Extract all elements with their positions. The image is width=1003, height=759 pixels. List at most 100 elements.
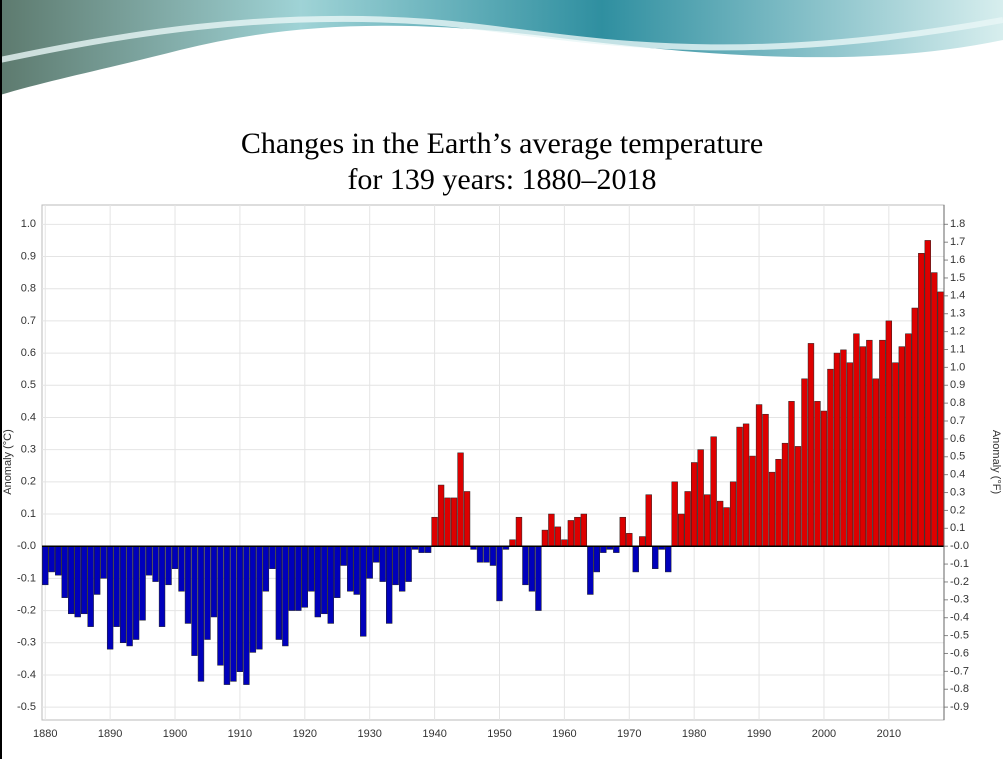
y2-tick-label: -0.8: [950, 683, 969, 695]
bar: [230, 545, 237, 682]
x-tick-label: 1930: [357, 728, 381, 740]
y-tick-label: -0.5: [17, 701, 36, 713]
bar: [81, 545, 88, 615]
y-tick-label: 0.8: [21, 283, 36, 295]
bar: [457, 452, 464, 547]
bar: [794, 446, 802, 547]
bar: [334, 545, 341, 598]
bar: [697, 449, 704, 547]
x-tick-label: 1910: [228, 728, 252, 740]
bar: [561, 539, 568, 547]
x-tick-label: 1900: [163, 728, 187, 740]
bar: [846, 362, 854, 547]
bar: [48, 545, 55, 573]
bar: [567, 520, 575, 547]
y-tick-label: -0.3: [17, 637, 36, 649]
bar: [762, 413, 769, 547]
bar: [729, 481, 737, 547]
x-tick-label: 1950: [487, 728, 511, 740]
bar: [152, 545, 159, 582]
y-tick-label: -0.4: [17, 669, 36, 681]
bar: [87, 545, 94, 627]
bar: [132, 545, 140, 640]
bar: [820, 410, 828, 547]
x-tick-label: 1960: [552, 728, 576, 740]
bar: [444, 497, 451, 547]
bar: [321, 545, 328, 615]
bar: [587, 545, 594, 595]
bar: [249, 545, 257, 653]
bar: [535, 545, 542, 611]
bar: [165, 545, 172, 586]
bar: [639, 536, 646, 547]
bar: [308, 545, 315, 592]
y2-tick-label: -0.7: [950, 665, 969, 677]
bar: [405, 545, 412, 582]
x-tick-label: 1940: [422, 728, 446, 740]
bar: [353, 545, 360, 595]
bar: [340, 545, 347, 566]
y2-tick-label: 1.5: [950, 272, 965, 284]
y2-tick-label: -0.3: [950, 594, 969, 606]
bar: [158, 545, 166, 627]
y2-tick-label: -0.4: [950, 612, 969, 624]
bar: [723, 507, 730, 547]
bar: [489, 545, 497, 566]
bar: [191, 545, 198, 656]
bar: [924, 240, 931, 547]
bar: [347, 545, 354, 592]
bar: [872, 378, 880, 547]
bar: [788, 401, 795, 547]
bar: [126, 545, 133, 647]
banner-swoosh: [0, 15, 1003, 63]
y2-tick-label: 0.8: [950, 397, 965, 409]
bar: [710, 436, 717, 547]
bar: [236, 545, 244, 672]
bar: [178, 545, 185, 592]
y-tick-label: 0.4: [21, 411, 36, 423]
bar: [736, 426, 743, 547]
y2-tick-label: 1.8: [950, 218, 965, 230]
bar: [223, 545, 231, 685]
x-tick-label: 2000: [812, 728, 836, 740]
y-axis-title: Anomaly (°C): [2, 429, 14, 495]
bar: [386, 545, 393, 624]
x-tick-label: 2010: [877, 728, 901, 740]
bar: [645, 494, 652, 547]
y-tick-label: 0.9: [21, 250, 36, 262]
y2-tick-label: 0.4: [950, 469, 965, 481]
y2-tick-label: 0.6: [950, 433, 965, 445]
bar: [814, 401, 821, 547]
bar: [398, 545, 406, 592]
bar: [918, 253, 925, 547]
bar: [801, 378, 808, 547]
bar: [373, 545, 380, 563]
y2-tick-label: -0.2: [950, 576, 969, 588]
bar: [463, 491, 471, 547]
bar: [256, 545, 263, 650]
bar: [742, 423, 750, 547]
bar: [139, 545, 146, 621]
bar: [866, 339, 873, 547]
bar: [574, 516, 581, 547]
bar: [879, 339, 886, 547]
bar: [93, 545, 101, 595]
bar: [911, 307, 918, 547]
bar: [74, 545, 81, 618]
bar: [853, 333, 860, 547]
bar: [626, 533, 633, 547]
x-tick-label: 1880: [33, 728, 57, 740]
bar: [937, 291, 944, 547]
bar: [119, 545, 127, 643]
y2-tick-label: 0.3: [950, 486, 965, 498]
bar: [418, 545, 425, 553]
bar: [42, 545, 49, 586]
x-tick-label: 1920: [293, 728, 317, 740]
y-tick-label: 1.0: [21, 218, 36, 230]
bar: [931, 272, 938, 547]
bar: [885, 320, 893, 547]
bar: [275, 545, 283, 640]
bar: [665, 545, 672, 573]
chart-title: for 139 years: 1880–2018: [347, 163, 656, 196]
